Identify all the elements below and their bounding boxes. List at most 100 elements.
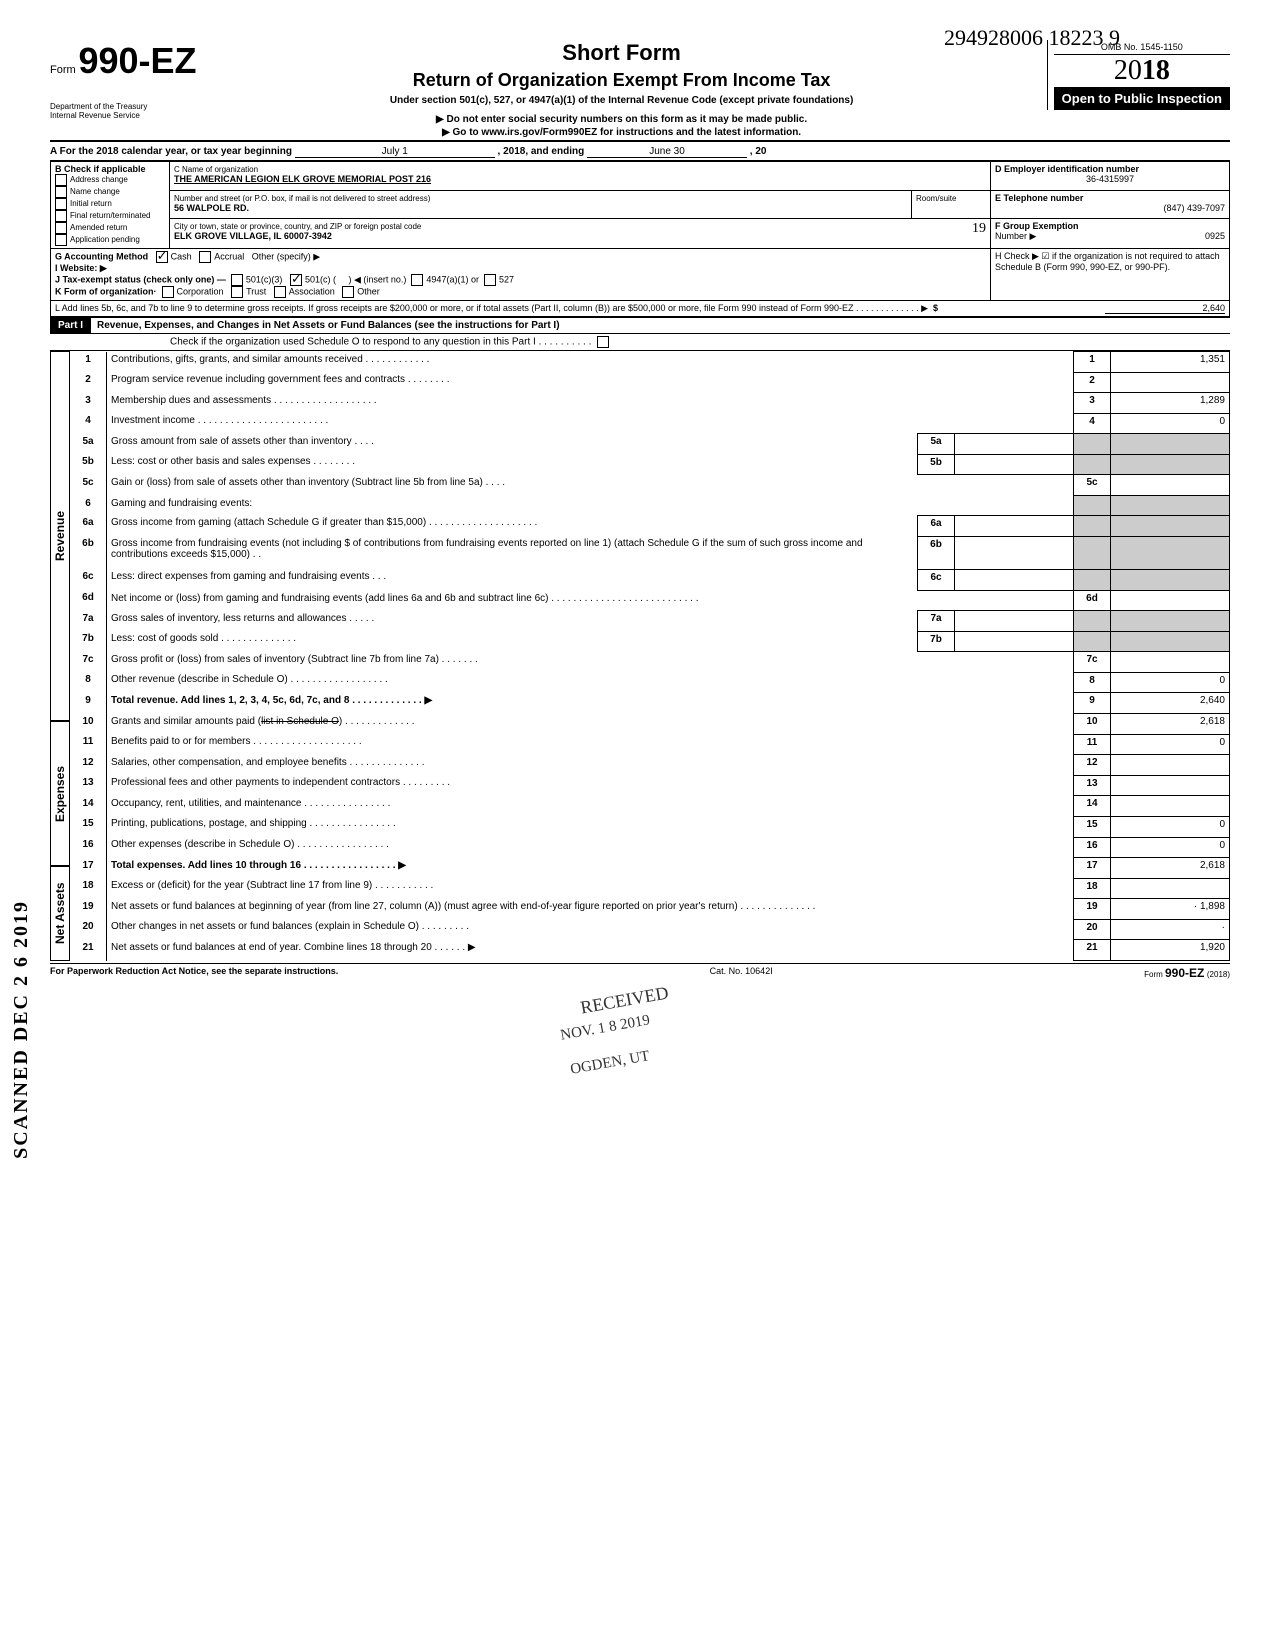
accrual-checkbox[interactable] — [199, 251, 211, 263]
side-revenue: Revenue — [50, 351, 70, 721]
trust-checkbox[interactable] — [231, 286, 243, 298]
phone: (847) 439-7097 — [995, 203, 1225, 213]
line-6c: 6cLess: direct expenses from gaming and … — [70, 569, 1230, 590]
short-form-label: Short Form — [207, 40, 1037, 66]
received-stamp: RECEIVED — [579, 982, 670, 1018]
form-header: Form 990-EZ Department of the Treasury I… — [50, 40, 1230, 138]
side-expenses: Expenses — [50, 721, 70, 866]
amount-8: 0 — [1111, 672, 1230, 693]
amount-6d — [1111, 590, 1230, 611]
line-1: 1Contributions, gifts, grants, and simil… — [70, 352, 1230, 373]
line-6d: 6dNet income or (loss) from gaming and f… — [70, 590, 1230, 611]
527-checkbox[interactable] — [484, 274, 496, 286]
schedule-o-checkbox[interactable] — [597, 336, 609, 348]
date-stamp: NOV. 1 8 2019 — [559, 1012, 651, 1044]
handwritten-number: 294928006 18223 9 — [944, 25, 1120, 51]
line-5c: 5cGain or (loss) from sale of assets oth… — [70, 475, 1230, 496]
line-11: 11Benefits paid to or for members . . . … — [70, 734, 1230, 755]
b-label: B Check if applicable — [55, 164, 146, 174]
form-number: 990-EZ — [78, 40, 196, 81]
part1-header: Part I Revenue, Expenses, and Changes in… — [50, 317, 1230, 334]
arrow2: ▶ Go to www.irs.gov/Form990EZ for instru… — [207, 127, 1037, 138]
amount-7c — [1111, 652, 1230, 673]
line-18: 18Excess or (deficit) for the year (Subt… — [70, 878, 1230, 899]
line-7c: 7cGross profit or (loss) from sales of i… — [70, 652, 1230, 673]
line-6b: 6bGross income from fundraising events (… — [70, 536, 1230, 569]
line-5b: 5bLess: cost or other basis and sales ex… — [70, 454, 1230, 475]
501c3-checkbox[interactable] — [231, 274, 243, 286]
line-20: 20Other changes in net assets or fund ba… — [70, 919, 1230, 940]
ogden-stamp: OGDEN, UT — [569, 1048, 651, 1079]
amount-14 — [1111, 796, 1230, 817]
amount-15: 0 — [1111, 816, 1230, 837]
footer: For Paperwork Reduction Act Notice, see … — [50, 963, 1230, 980]
amount-10: 2,618 — [1111, 714, 1230, 735]
line-5a: 5aGross amount from sale of assets other… — [70, 434, 1230, 455]
b-check-application-pending: Application pending — [55, 234, 165, 246]
line-13: 13Professional fees and other payments t… — [70, 775, 1230, 796]
line-21: 21Net assets or fund balances at end of … — [70, 940, 1230, 961]
line-6a: 6aGross income from gaming (attach Sched… — [70, 515, 1230, 536]
amount-20: · — [1111, 919, 1230, 940]
part1-check-row: Check if the organization used Schedule … — [50, 334, 1230, 351]
main-title: Return of Organization Exempt From Incom… — [207, 70, 1037, 91]
line-7a: 7aGross sales of inventory, less returns… — [70, 611, 1230, 632]
cash-checkbox[interactable] — [156, 251, 168, 263]
city: ELK GROVE VILLAGE, IL 60007-3942 — [174, 231, 332, 241]
line-2: 2Program service revenue including gover… — [70, 372, 1230, 393]
arrow1: ▶ Do not enter social security numbers o… — [207, 114, 1037, 125]
line-17: 17Total expenses. Add lines 10 through 1… — [70, 858, 1230, 879]
dept2: Internal Revenue Service — [50, 111, 197, 120]
header-grid: B Check if applicable Address changeName… — [50, 161, 1230, 317]
form-prefix: Form — [50, 64, 76, 76]
line-8: 8Other revenue (describe in Schedule O) … — [70, 672, 1230, 693]
amount-17: 2,618 — [1111, 858, 1230, 879]
b-check-final-return-terminated: Final return/terminated — [55, 210, 165, 222]
open-public: Open to Public Inspection — [1054, 87, 1230, 110]
assoc-checkbox[interactable] — [274, 286, 286, 298]
amount-11: 0 — [1111, 734, 1230, 755]
amount-21: 1,920 — [1111, 940, 1230, 961]
amount-5c — [1111, 475, 1230, 496]
amount-18 — [1111, 878, 1230, 899]
4947-checkbox[interactable] — [411, 274, 423, 286]
line-7b: 7bLess: cost of goods sold . . . . . . .… — [70, 631, 1230, 652]
amount-16: 0 — [1111, 837, 1230, 858]
other-checkbox[interactable] — [342, 286, 354, 298]
line-12: 12Salaries, other compensation, and empl… — [70, 755, 1230, 776]
501c-checkbox[interactable] — [290, 274, 302, 286]
amount-3: 1,289 — [1111, 393, 1230, 414]
org-name: THE AMERICAN LEGION ELK GROVE MEMORIAL P… — [174, 174, 431, 184]
h-text: H Check ▶ ☑ if the organization is not r… — [991, 249, 1230, 301]
line-10: 10Grants and similar amounts paid (list … — [70, 714, 1230, 735]
amount-4: 0 — [1111, 413, 1230, 434]
b-check-amended-return: Amended return — [55, 222, 165, 234]
ein: 36-4315997 — [995, 174, 1225, 184]
amount-12 — [1111, 755, 1230, 776]
dept1: Department of the Treasury — [50, 102, 197, 111]
line-6: 6Gaming and fundraising events: — [70, 496, 1230, 516]
tax-year: 2018 — [1054, 55, 1230, 87]
street: 56 WALPOLE RD. — [174, 203, 249, 213]
amount-19: · 1,898 — [1111, 899, 1230, 920]
b-check-initial-return: Initial return — [55, 198, 165, 210]
line-15: 15Printing, publications, postage, and s… — [70, 816, 1230, 837]
side-netassets: Net Assets — [50, 866, 70, 961]
b-check-name-change: Name change — [55, 186, 165, 198]
line-4: 4Investment income . . . . . . . . . . .… — [70, 413, 1230, 434]
b-check-address-change: Address change — [55, 174, 165, 186]
amount-2 — [1111, 372, 1230, 393]
line-a: A For the 2018 calendar year, or tax yea… — [50, 144, 1230, 161]
corp-checkbox[interactable] — [162, 286, 174, 298]
group-exemption: 0925 — [1205, 231, 1225, 241]
line-9: 9Total revenue. Add lines 1, 2, 3, 4, 5c… — [70, 693, 1230, 714]
scanned-stamp: SCANNED DEC 2 6 2019 — [10, 900, 33, 1159]
line-3: 3Membership dues and assessments . . . .… — [70, 393, 1230, 414]
amount-1: 1,351 — [1111, 352, 1230, 373]
lines-table: 1Contributions, gifts, grants, and simil… — [70, 351, 1230, 961]
line-19: 19Net assets or fund balances at beginni… — [70, 899, 1230, 920]
line-14: 14Occupancy, rent, utilities, and mainte… — [70, 796, 1230, 817]
amount-13 — [1111, 775, 1230, 796]
line-16: 16Other expenses (describe in Schedule O… — [70, 837, 1230, 858]
line-l-amount: 2,640 — [1105, 303, 1225, 314]
